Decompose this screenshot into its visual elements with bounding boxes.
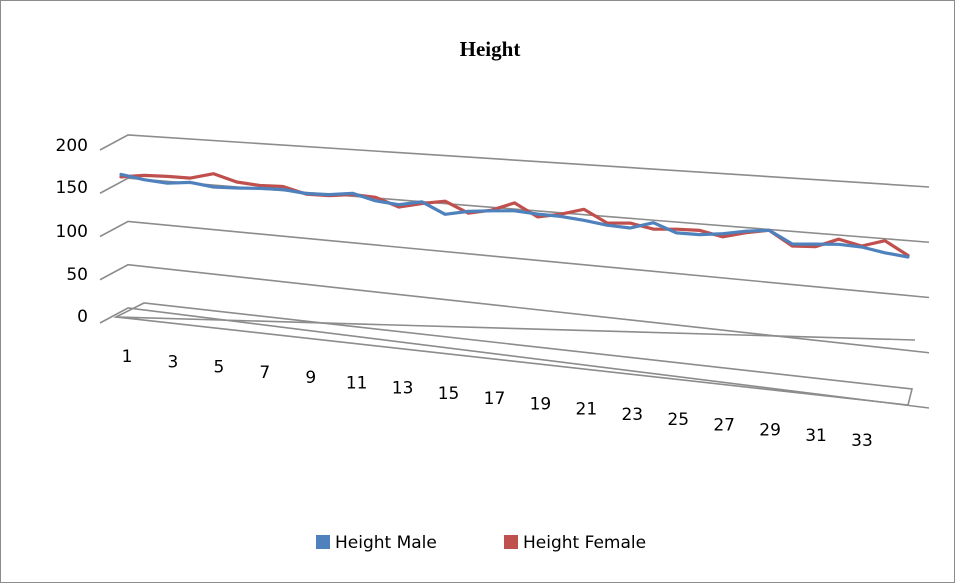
y-axis-ticks: 0 50 100 150 200 xyxy=(56,136,88,327)
x-tick-label: 17 xyxy=(484,389,506,409)
x-tick-label: 23 xyxy=(621,405,643,425)
x-tick-label: 5 xyxy=(213,358,224,378)
legend-swatch xyxy=(316,535,330,549)
x-tick-label: 25 xyxy=(667,410,689,430)
x-tick-label: 13 xyxy=(392,379,414,399)
legend: Height Male Height Female xyxy=(316,533,646,553)
gridlines xyxy=(99,134,930,409)
series-line-height-male xyxy=(119,172,910,259)
y-tick-label: 100 xyxy=(56,222,88,242)
x-tick-label: 1 xyxy=(122,347,133,367)
floor-frame xyxy=(113,302,913,406)
x-tick-label: 29 xyxy=(759,421,781,441)
y-tick-label: 50 xyxy=(66,265,88,285)
x-tick-label: 3 xyxy=(168,352,179,372)
legend-swatch xyxy=(504,535,518,549)
legend-label: Height Male xyxy=(335,533,437,553)
x-tick-label: 9 xyxy=(305,368,316,388)
x-tick-label: 7 xyxy=(259,363,270,383)
legend-label: Height Female xyxy=(523,533,646,553)
x-tick-label: 19 xyxy=(530,394,552,414)
chart-title: Height xyxy=(460,37,521,61)
series-lines xyxy=(119,172,910,259)
x-tick-label: 27 xyxy=(713,415,735,435)
y-tick-label: 150 xyxy=(56,178,88,198)
x-tick-label: 15 xyxy=(438,384,460,404)
gridline-50 xyxy=(99,263,930,354)
x-axis-ticks: 1 3 5 7 9 11 13 15 17 19 21 23 25 27 29 31 33 xyxy=(122,347,873,451)
floor-back-line xyxy=(115,316,916,341)
gridline-0 xyxy=(99,307,930,409)
x-tick-label: 21 xyxy=(576,400,598,420)
y-tick-label: 200 xyxy=(56,136,88,156)
y-tick-label: 0 xyxy=(77,307,88,327)
gridline-150 xyxy=(99,177,930,244)
x-tick-label: 33 xyxy=(851,431,873,451)
x-tick-label: 31 xyxy=(805,426,827,446)
x-tick-label: 11 xyxy=(346,373,368,393)
gridline-100 xyxy=(99,220,930,299)
gridline-200 xyxy=(99,134,930,188)
